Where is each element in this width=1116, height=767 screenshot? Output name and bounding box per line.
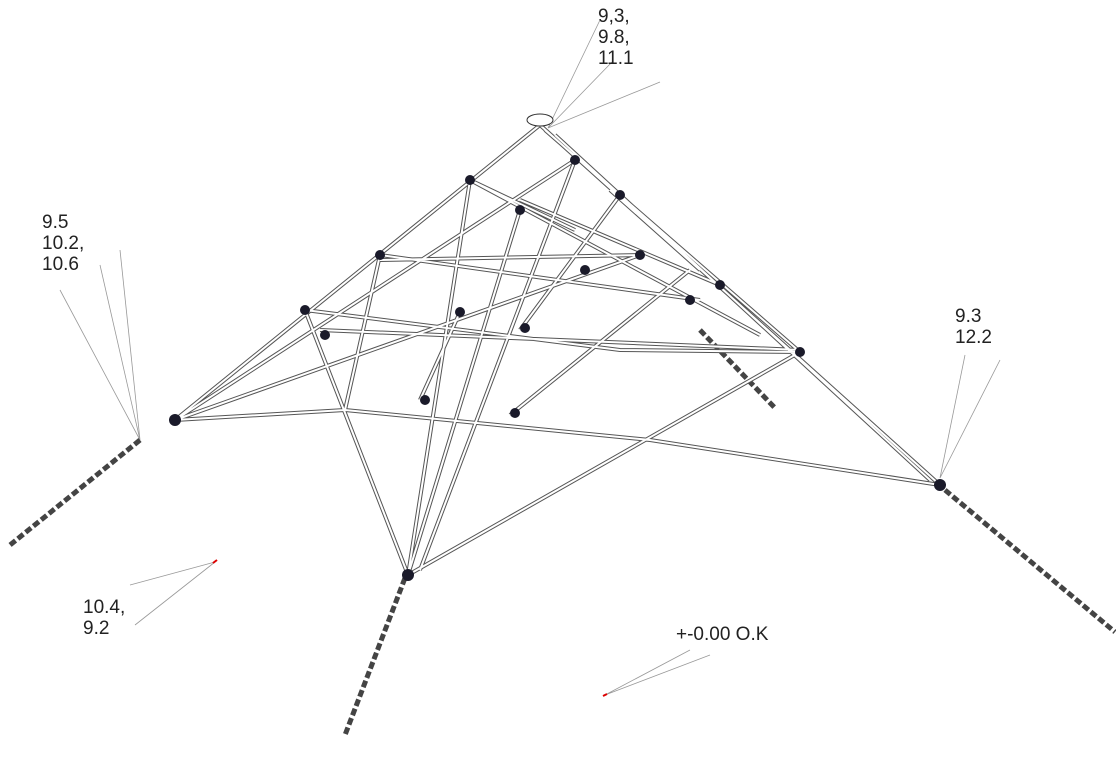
leader-line: [547, 19, 661, 129]
nodes: [169, 113, 946, 581]
node: [615, 190, 625, 200]
marker: [212, 559, 218, 564]
node: [934, 479, 946, 491]
node: [570, 155, 580, 165]
node: [685, 295, 695, 305]
annotation-text: 11.1: [598, 48, 634, 69]
node: [520, 323, 530, 333]
node: [169, 414, 181, 426]
leader-line: [59, 249, 141, 441]
leader-line: [129, 561, 216, 626]
node: [515, 205, 525, 215]
annotation-text: 9.2: [83, 618, 109, 639]
node: [715, 280, 725, 290]
chain: [943, 488, 1116, 634]
annotation-text: 9.8,: [598, 27, 630, 48]
chains: [8, 328, 1116, 736]
annotation-text: 10.6: [42, 254, 79, 275]
node: [465, 175, 475, 185]
rope: [173, 123, 942, 577]
node: [402, 569, 414, 581]
node: [580, 265, 590, 275]
annotation-text: 9.5: [42, 212, 68, 233]
node: [420, 395, 430, 405]
annotations: 9,3,9.8,11.1 9.510.2,10.6 9.312.2 10.4,9.2 +…: [42, 6, 992, 645]
annotation-text: 10.4,: [83, 597, 125, 618]
node: [320, 330, 330, 340]
annotation-text: 12.2: [955, 327, 992, 348]
annotation-text: 9.3: [955, 306, 981, 327]
annotation-text: +-0.00 O.K: [676, 624, 769, 645]
marker: [602, 693, 608, 697]
leader-line: [939, 354, 1001, 479]
node: [455, 307, 465, 317]
chain: [698, 328, 777, 410]
node: [635, 250, 645, 260]
chain: [8, 438, 142, 547]
node: [375, 250, 385, 260]
leader-line: [604, 649, 711, 696]
node: [510, 408, 520, 418]
leaders: [59, 19, 1001, 697]
annotation-text: 10.2,: [42, 233, 84, 254]
mast-top: [526, 113, 554, 127]
node: [300, 305, 310, 315]
annotation-text: 9,3,: [598, 6, 630, 27]
chain: [342, 577, 408, 736]
ropes: [173, 123, 942, 577]
node: [795, 347, 805, 357]
rope: [174, 124, 941, 576]
